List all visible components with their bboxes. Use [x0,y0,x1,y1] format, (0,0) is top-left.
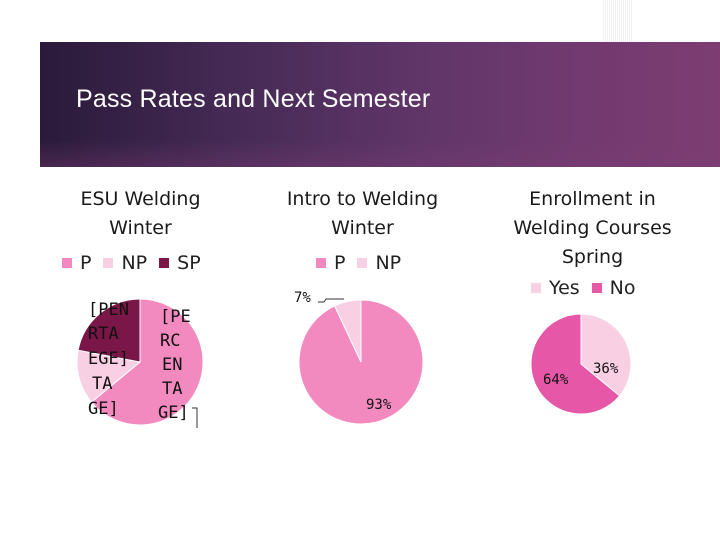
chart-1-legend-swatch-p [62,258,72,268]
chart-1-label-sp-line-2: RTA [88,324,119,344]
chart-3-label-yes: 36% [593,361,619,377]
chart-3-legend-swatch-yes [531,283,541,293]
chart-3-legend-item-yes: Yes [531,277,580,299]
chart-2-legend: P NP [316,252,413,274]
chart-2-label-p: 93% [366,397,392,413]
chart-3-legend-label-yes: Yes [549,277,580,299]
pie-chart-enrollment [530,313,632,415]
chart-1-label-np-line-1: TA [92,374,112,394]
pie-1-slice-sp [77,298,141,363]
chart-1-legend-label-p: P [80,252,92,274]
chart-1-label-np-line-2: GE] [88,399,119,419]
chart-1-label-p-line-3: EN [162,355,182,375]
chart-3-legend-label-no: No [609,277,636,299]
chart-1-leader-line [192,407,198,428]
chart-1-title-line-1: ESU Welding [80,188,201,210]
chart-3-title-line-2: Welding Courses [513,217,672,239]
slide-title: Pass Rates and Next Semester [76,85,431,113]
chart-3-label-no: 64% [543,372,569,388]
chart-1-label-p-line-1: [PE [160,307,191,327]
chart-2-legend-swatch-np [357,258,368,268]
chart-1-label-p-line-5: GE] [158,403,189,423]
chart-1-legend-swatch-sp [159,258,170,268]
chart-2-legend-label-p: P [334,252,346,274]
chart-3-title: Enrollment in Welding Courses Spring [490,185,695,272]
corner-decoration [602,0,632,42]
chart-1-label-p-line-2: RC [160,331,180,351]
pie-1-slice-np [76,349,142,403]
chart-1-legend-item-p: P [62,252,91,274]
pie-chart-esu-welding [76,298,204,426]
chart-3-title-line-3: Spring [561,246,624,268]
chart-3-legend-item-no: No [591,277,636,299]
chart-1-label-sp-line-3: EGE] [88,349,129,369]
chart-1-data-labels: [PE RC EN TA GE] [PEN RTA EGE] TA GE] [88,300,198,428]
chart-2-legend-item-p: P [316,252,345,274]
chart-1-title-line-2: Winter [109,217,172,239]
title-banner-shade [40,140,720,167]
chart-1-label-p-line-4: TA [162,379,182,399]
pie-1-slice-p [90,298,204,426]
chart-3-title-line-1: Enrollment in [529,188,656,210]
chart-2-title-line-2: Winter [331,217,394,239]
chart-1-legend-label-sp: SP [177,252,201,274]
chart-1-legend-item-sp: SP [159,252,201,274]
chart-3-legend: Yes No [531,277,648,299]
chart-1-legend-item-np: NP [103,252,147,274]
chart-2-legend-swatch-p [316,258,326,268]
pie-3-slice-yes [580,313,632,397]
chart-1-legend: P NP SP [62,252,213,274]
chart-1-legend-label-np: NP [121,252,148,274]
chart-1-label-sp-line-1: [PEN [88,300,129,320]
chart-3-legend-swatch-no [591,283,602,293]
pie-chart-intro-to-welding [298,299,424,425]
pie-3-slice-no [530,313,621,415]
chart-2-leader-line [318,298,344,303]
chart-2-title: Intro to Welding Winter [275,185,450,243]
chart-2-label-np: 7% [294,290,311,306]
chart-1-legend-swatch-np [103,258,114,268]
chart-2-legend-label-np: NP [375,252,402,274]
title-banner [40,42,720,167]
pie-2-slice-np [333,299,362,363]
chart-1-title: ESU Welding Winter [58,185,223,243]
chart-2-legend-item-np: NP [357,252,401,274]
chart-2-title-line-1: Intro to Welding [286,188,439,210]
